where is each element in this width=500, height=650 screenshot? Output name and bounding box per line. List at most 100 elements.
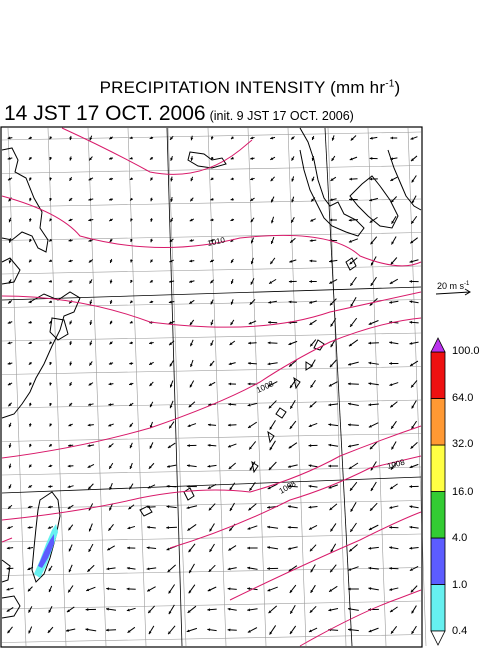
wind-arrow <box>146 525 156 529</box>
wind-arrow <box>129 462 133 470</box>
wind-arrow <box>49 341 53 345</box>
wind-arrow <box>347 628 359 632</box>
wind-arrow <box>331 135 335 141</box>
wind-arrow <box>347 423 359 427</box>
wind-arrow <box>49 382 53 386</box>
wind-arrow <box>370 461 377 471</box>
wind-arrow <box>85 608 96 611</box>
wind-arrow <box>130 259 133 263</box>
wind-arrow <box>350 502 357 512</box>
wind-arrow <box>8 484 12 489</box>
wind-arrow <box>7 525 13 530</box>
wind-arrow <box>347 607 359 611</box>
wind-arrow <box>190 176 194 182</box>
wind-arrow <box>291 176 295 182</box>
wind-arrow <box>329 298 337 306</box>
wind-arrow <box>368 566 379 570</box>
wind-arrow <box>28 341 33 345</box>
grid-line <box>1 533 422 543</box>
wind-arrow <box>168 300 175 304</box>
wind-arrow <box>411 175 417 183</box>
grid-line-major <box>166 127 183 647</box>
grid-line-major <box>324 127 353 647</box>
wind-arrow <box>48 606 53 613</box>
wind-arrow <box>149 381 154 387</box>
wind-arrow <box>88 259 94 263</box>
wind-arrow <box>390 462 398 470</box>
wind-arrow <box>48 259 53 263</box>
wind-arrow <box>247 627 258 633</box>
wind-arrow <box>267 341 278 345</box>
wind-arrow <box>228 462 237 470</box>
wind-arrow <box>267 567 279 571</box>
coastline <box>183 487 195 501</box>
wind-arrow <box>389 382 399 386</box>
colorbar-segment <box>430 537 446 585</box>
wind-arrow <box>248 320 257 325</box>
wind-arrow <box>109 136 113 140</box>
wind-arrow <box>108 423 114 427</box>
wind-arrow <box>7 362 13 365</box>
wind-arrow <box>309 319 317 326</box>
wind-arrow <box>389 525 399 529</box>
wind-arrow <box>247 421 257 429</box>
wind-arrow <box>108 197 114 201</box>
wind-arrow <box>89 279 93 284</box>
wind-arrow <box>311 135 315 141</box>
wind-arrow <box>328 608 339 612</box>
wind-arrow <box>209 259 215 263</box>
wind-arrow <box>369 177 378 181</box>
wind-arrow <box>347 402 359 406</box>
wind-arrow <box>109 299 113 305</box>
wind-arrow <box>189 380 195 388</box>
isobar <box>169 455 422 549</box>
wind-arrow <box>126 607 136 612</box>
wind-arrow <box>368 422 379 428</box>
wind-arrow <box>389 505 399 509</box>
wind-arrow <box>328 484 338 489</box>
wind-arrow <box>68 544 73 552</box>
isobar-label: 1008 <box>278 479 298 496</box>
wind-arrow <box>410 380 418 388</box>
wind-arrow <box>230 278 234 285</box>
wind-arrow <box>228 402 237 406</box>
wind-arrow <box>247 566 258 570</box>
coastline <box>1 257 21 285</box>
wind-arrow <box>207 628 217 632</box>
grid-line <box>1 399 422 409</box>
wind-arrow <box>129 136 133 140</box>
wind-arrow <box>189 197 194 202</box>
wind-arrow <box>109 238 113 243</box>
wind-arrow <box>389 362 399 365</box>
wind-arrow <box>8 258 12 264</box>
wind-arrow <box>168 421 175 429</box>
wind-arrow <box>88 198 94 201</box>
wind-arrow <box>389 566 399 570</box>
wind-arrow <box>129 341 133 345</box>
wind-arrow <box>189 218 195 222</box>
wind-arrow <box>87 403 94 406</box>
wind-arrow <box>248 341 257 345</box>
wind-arrow <box>308 464 318 468</box>
wind-arrow <box>7 157 13 160</box>
wind-arrow <box>329 198 337 202</box>
wind-arrow <box>411 605 417 614</box>
wind-arrow <box>170 217 174 223</box>
colorbar-label: 0.4 <box>452 625 468 637</box>
wind-arrow <box>227 567 237 571</box>
wind-arrow <box>129 361 134 365</box>
grid-line <box>247 127 267 647</box>
lat-lon-grid <box>1 127 427 647</box>
wind-arrow <box>368 524 379 531</box>
wind-arrow <box>149 300 154 304</box>
wind-arrow <box>368 382 379 386</box>
map-title: PRECIPITATION INTENSITY (mm hr-1) <box>99 78 401 97</box>
colorbar-over-triangle <box>430 337 446 353</box>
wind-arrow <box>247 402 258 407</box>
wind-arrow <box>309 280 317 283</box>
wind-arrow <box>310 218 316 222</box>
wind-arrow <box>129 197 134 201</box>
wind-arrow <box>28 484 33 488</box>
wind-arrow <box>328 381 338 387</box>
